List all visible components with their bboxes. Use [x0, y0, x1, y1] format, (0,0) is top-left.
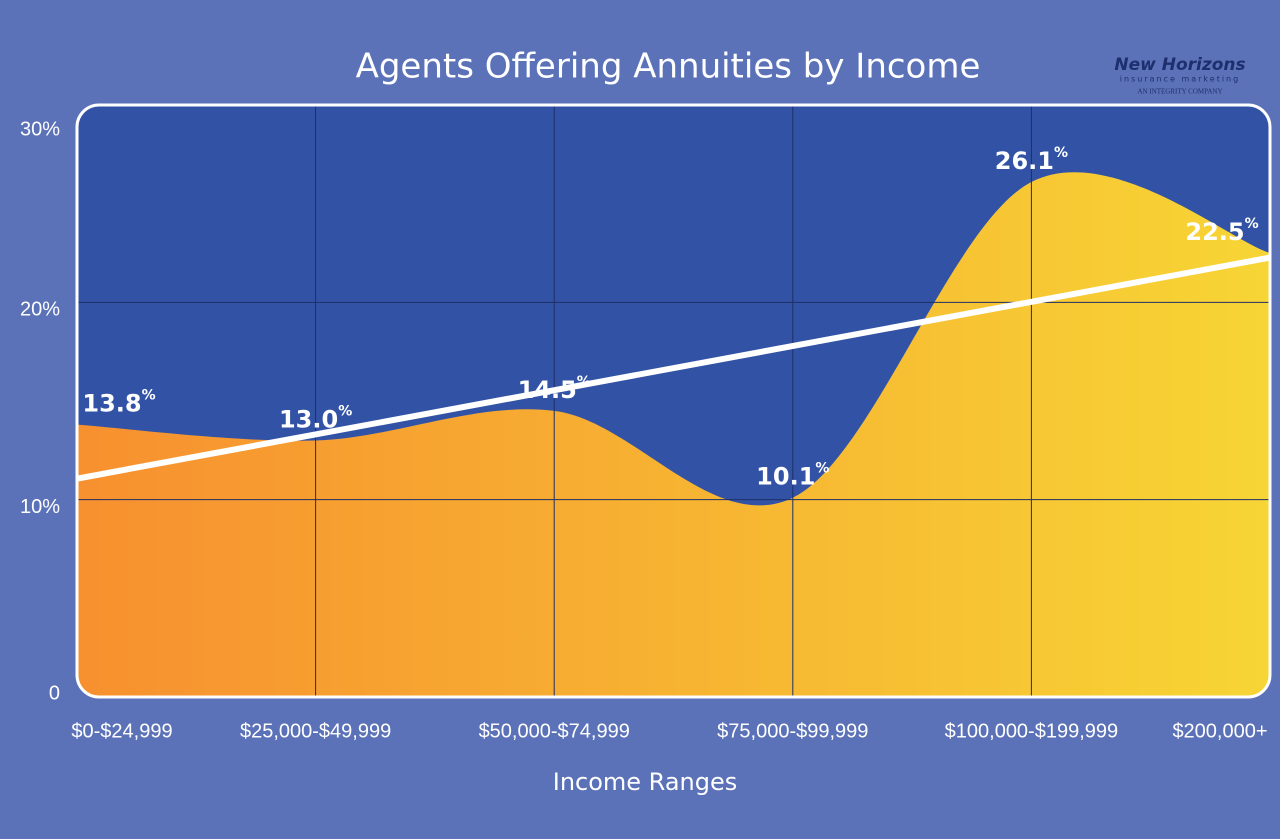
- logo-tagline: insurance marketing: [1120, 75, 1240, 84]
- x-tick-label: $50,000-$74,999: [479, 720, 630, 742]
- data-label: 14.5%: [518, 374, 591, 404]
- y-tick-label: 0: [49, 682, 60, 704]
- area: [77, 172, 1270, 697]
- x-tick-label: $200,000+: [1172, 720, 1267, 742]
- chart-title: Agents Offering Annuities by Income: [356, 47, 981, 87]
- logo-company: AN INTEGRITY COMPANY: [1137, 88, 1222, 96]
- y-tick-label: 10%: [20, 496, 60, 518]
- logo-name: New Horizons: [1114, 55, 1245, 75]
- y-tick-label: 30%: [20, 118, 60, 140]
- data-label: 10.1%: [756, 461, 829, 491]
- trend-line: [77, 254, 1270, 482]
- x-tick-label: $75,000-$99,999: [717, 720, 868, 742]
- data-label: 26.1%: [995, 145, 1068, 175]
- data-label: 22.5%: [1185, 216, 1258, 246]
- y-tick-label: 20%: [20, 299, 60, 321]
- plot-border: [75, 103, 1272, 699]
- x-tick-label: $0-$24,999: [71, 720, 172, 742]
- x-tick-label: $25,000-$49,999: [240, 720, 391, 742]
- data-label: 13.0%: [279, 403, 352, 433]
- data-label: 13.8%: [82, 388, 155, 418]
- x-axis-title: Income Ranges: [553, 768, 738, 796]
- x-tick-label: $100,000-$199,999: [945, 720, 1119, 742]
